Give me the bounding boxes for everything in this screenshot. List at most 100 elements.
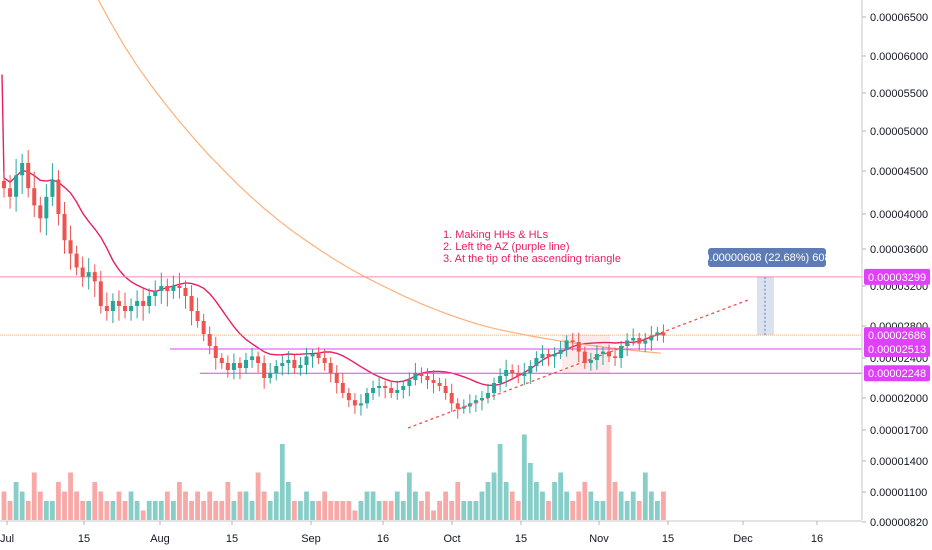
candle-body: [322, 358, 327, 363]
volume-bar: [600, 501, 606, 520]
volume-bar: [292, 501, 297, 520]
candle: [461, 399, 466, 414]
candle: [32, 171, 37, 218]
candle: [310, 349, 315, 368]
y-tick-label: 0.00006000: [870, 51, 928, 63]
candle-body: [74, 253, 79, 268]
candle-body: [38, 205, 43, 219]
candle-body: [570, 340, 575, 342]
volume-bar: [491, 472, 497, 520]
candle: [383, 380, 388, 399]
candle-body: [26, 163, 31, 189]
volume-bar: [98, 491, 104, 520]
candle-body: [44, 196, 49, 219]
candle: [619, 340, 624, 368]
candle-body: [104, 306, 109, 311]
y-tick-label: 0.00000820: [870, 517, 928, 529]
candle: [177, 272, 182, 299]
volume-bar: [62, 491, 67, 520]
price-axis[interactable]: 0.00006500 0.00006000 0.00005500 0.00005000…: [862, 12, 928, 529]
candle: [165, 278, 170, 307]
candle: [74, 245, 79, 276]
annotation-line-1: 1. Making HHs & HLs: [443, 229, 549, 241]
candle: [522, 362, 527, 386]
volume-bar: [189, 501, 194, 520]
candle: [661, 324, 666, 343]
volume-bar: [479, 491, 485, 520]
price-tag: 0.00002513: [864, 340, 930, 357]
candle: [425, 368, 430, 389]
y-tick-label: 0.00005500: [870, 88, 928, 100]
candle: [570, 333, 575, 351]
candle-body: [231, 363, 236, 370]
volume-bar: [74, 491, 79, 520]
candle: [649, 325, 654, 351]
volume-bar: [19, 491, 25, 520]
candle-body: [256, 356, 261, 363]
volume-bar: [661, 491, 666, 520]
candle: [413, 362, 418, 386]
volume-bar: [527, 463, 533, 520]
price-tag: 0.00002686: [864, 327, 930, 344]
volume-bar: [13, 482, 19, 520]
candle-body: [92, 272, 97, 282]
price-labels: 0.00003299 0.00002686 0.00002513 0.00002248: [864, 268, 930, 382]
candle-body: [473, 400, 478, 404]
annotation-line-2: 2. Left the AZ (purple line): [443, 241, 570, 253]
x-tick-label: 16: [377, 533, 389, 545]
volume-bar: [56, 482, 61, 520]
candle-body: [613, 356, 618, 358]
volume-bar: [152, 501, 158, 520]
time-axis[interactable]: Jul 15 Aug 15 Sep 16 Oct 15 Nov 15 Dec 16: [0, 521, 823, 545]
volume-bar: [406, 472, 412, 520]
volume-bar: [413, 491, 418, 520]
volume-bar: [201, 501, 207, 520]
annotation-text: 1. Making HHs & HLs 2. Left the AZ (purp…: [443, 229, 621, 265]
candlesticks[interactable]: [2, 150, 666, 419]
volume-bar: [630, 491, 636, 520]
volume-bar: [310, 501, 315, 520]
volume-bar: [564, 491, 570, 520]
volume-bar: [636, 501, 642, 520]
candle-body: [352, 400, 357, 406]
volume-bar: [116, 491, 122, 520]
volume-bar: [43, 501, 49, 520]
trend-line: [407, 299, 749, 429]
candle: [274, 360, 279, 381]
candle: [625, 333, 630, 356]
volume-bar: [195, 491, 200, 520]
candle-body: [625, 340, 630, 346]
volume-bar: [431, 510, 436, 520]
candle-body: [340, 383, 345, 393]
candle-body: [576, 342, 581, 352]
volume-bar: [358, 501, 364, 520]
volume-bar: [171, 501, 176, 520]
candle-body: [449, 393, 454, 404]
measure-badge: [708, 248, 826, 267]
measure-badge-text: 0.00000608 (22.68%) 608: [703, 252, 830, 264]
candle-body: [225, 363, 230, 370]
candle: [358, 394, 363, 416]
volume-bar: [1, 491, 7, 520]
candle-body: [141, 301, 146, 306]
candle: [613, 347, 618, 366]
candle: [576, 332, 581, 363]
volume-bar: [50, 501, 55, 520]
candle-body: [582, 351, 587, 363]
candle-body: [56, 179, 61, 214]
volume-bar: [449, 501, 455, 520]
volume-bar: [570, 501, 576, 520]
volume-bar: [540, 491, 545, 520]
candle: [20, 153, 25, 195]
candle-body: [486, 393, 490, 398]
volume-bar: [521, 434, 527, 520]
volume-bar: [328, 501, 334, 520]
candle: [504, 359, 509, 387]
volume-bar: [576, 491, 582, 520]
candle-body: [365, 393, 369, 404]
volume-bar: [582, 482, 588, 520]
ma-slow-line: [97, 0, 662, 354]
candle: [516, 365, 521, 384]
candle: [213, 336, 218, 370]
